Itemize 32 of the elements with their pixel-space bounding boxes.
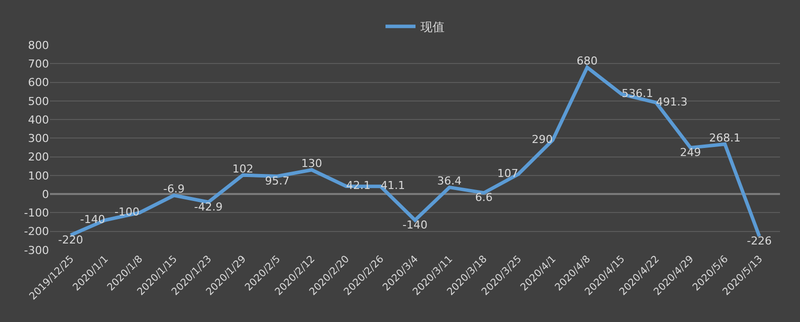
y-tick-label: 800	[28, 38, 49, 52]
data-label: -42.9	[194, 200, 223, 214]
data-label: 95.7	[265, 174, 290, 188]
data-label: -226	[746, 234, 772, 248]
data-label: 41.1	[380, 179, 406, 192]
y-tick-label: -200	[24, 225, 49, 238]
y-tick-label: 700	[28, 57, 49, 70]
y-tick-label: 200	[28, 150, 49, 164]
data-label: -140	[402, 218, 428, 232]
y-tick-label: -300	[24, 244, 49, 257]
data-label: 290	[532, 132, 553, 146]
y-tick-label: -100	[24, 206, 49, 220]
data-label: 130	[301, 157, 322, 170]
data-label: 6.6	[475, 191, 493, 204]
legend-label: 现值	[420, 20, 444, 34]
data-label: -6.9	[163, 182, 185, 196]
data-label: 249	[680, 146, 701, 159]
data-label: 268.1	[709, 131, 741, 144]
y-tick-label: 600	[28, 76, 49, 90]
data-label: 536.1	[622, 86, 654, 100]
y-tick-label: 0	[42, 188, 49, 201]
data-label: -140	[80, 212, 106, 226]
y-tick-label: 100	[28, 169, 49, 182]
y-tick-label: 300	[28, 132, 49, 146]
data-label: 102	[232, 162, 254, 176]
data-label: 107	[497, 166, 518, 180]
data-label: 36.4	[437, 174, 462, 188]
y-tick-label: 400	[28, 113, 49, 126]
y-tick-label: 500	[28, 94, 49, 108]
data-label: 680	[576, 54, 598, 68]
data-label: 491.3	[656, 95, 688, 108]
data-label: -220	[58, 233, 84, 246]
